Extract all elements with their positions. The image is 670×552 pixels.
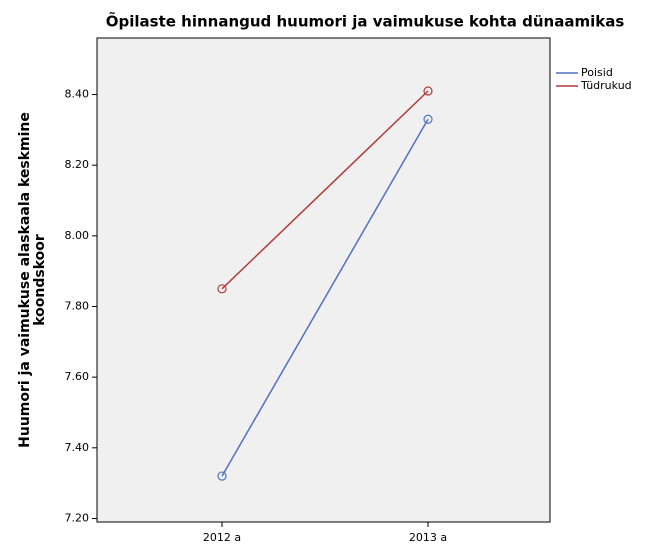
y-tick-label: 8.00	[65, 229, 90, 242]
series-line	[221, 118, 429, 477]
y-axis-label-line: koondskoor	[32, 234, 48, 326]
chart-title: Õpilaste hinnangud huumori ja vaimukuse …	[106, 12, 625, 31]
point-marker	[423, 86, 433, 96]
point-marker	[423, 114, 433, 124]
y-tick-label: 8.20	[65, 158, 90, 171]
x-tick-label: 2012 a	[203, 531, 241, 544]
y-tick-label: 7.80	[65, 299, 90, 312]
y-axis-label: Huumori ja vaimukuse alaskaala keskmine …	[17, 112, 48, 448]
legend-label: Tüdrukud	[580, 79, 632, 92]
series-line	[221, 90, 429, 290]
plot-area	[96, 37, 551, 523]
y-tick-label: 8.40	[65, 88, 90, 101]
legend-label: Poisid	[581, 66, 613, 79]
y-tick-label: 7.60	[65, 370, 90, 383]
y-axis-label-line: Huumori ja vaimukuse alaskaala keskmine	[17, 112, 33, 448]
point-marker	[217, 284, 227, 294]
x-tick-label: 2013 a	[409, 531, 447, 544]
y-tick-label: 7.20	[65, 511, 90, 524]
y-tick-label: 7.40	[65, 441, 90, 454]
point-marker	[217, 471, 227, 481]
